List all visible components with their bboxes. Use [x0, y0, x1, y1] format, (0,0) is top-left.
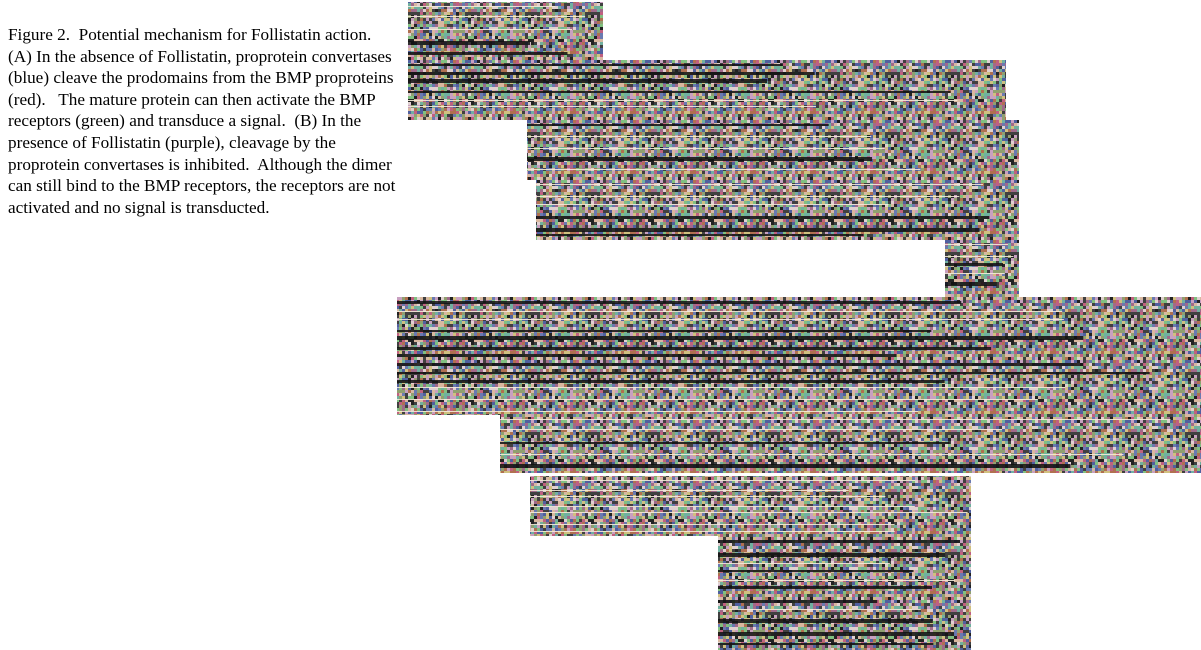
fragment-stripe	[530, 496, 885, 497]
image-fragment	[408, 60, 1006, 120]
fragment-stripe	[530, 506, 915, 507]
fragment-stripe	[408, 100, 957, 101]
fragment-stripe	[397, 347, 991, 350]
fragment-stripe	[500, 419, 1170, 420]
fragment-stripe	[397, 330, 931, 332]
fragment-noise	[527, 120, 1019, 180]
fragment-stripe	[397, 387, 1065, 388]
fragment-stripe	[945, 282, 997, 286]
fragment-stripe	[945, 273, 1005, 274]
fragment-stripe	[536, 234, 864, 236]
fragment-stripe	[408, 16, 585, 17]
fragment-stripe	[536, 184, 983, 185]
fragment-stripe	[527, 124, 829, 126]
image-fragment	[500, 415, 1201, 473]
fragment-stripe	[397, 363, 1083, 366]
image-fragment	[536, 180, 1019, 240]
image-fragment	[718, 536, 971, 596]
figure-image	[0, 0, 1201, 650]
fragment-stripe	[408, 79, 767, 83]
fragment-stripe	[530, 490, 849, 491]
fragment-stripe	[408, 41, 530, 45]
fragment-stripe	[530, 480, 915, 481]
fragment-stripe	[408, 6, 555, 7]
fragment-stripe	[718, 553, 945, 557]
fragment-stripe	[536, 204, 888, 205]
fragment-stripe	[408, 64, 783, 66]
fragment-stripe	[408, 106, 816, 107]
fragment-stripe	[530, 524, 895, 525]
fragment-stripe	[718, 609, 921, 610]
fragment-stripe	[397, 311, 1062, 312]
image-fragment	[408, 2, 603, 60]
fragment-stripe	[408, 29, 572, 30]
fragment-stripe	[527, 148, 885, 149]
fragment-stripe	[408, 91, 951, 93]
image-fragment	[397, 297, 1201, 415]
image-fragment	[718, 596, 971, 650]
fragment-stripe	[536, 196, 959, 197]
fragment-stripe	[500, 464, 1070, 468]
fragment-stripe	[397, 399, 1038, 400]
fragment-stripe	[945, 256, 1013, 257]
fragment-stripe	[530, 512, 968, 513]
fragment-stripe	[397, 301, 961, 304]
fragment-stripe	[718, 563, 890, 564]
fragment-stripe	[397, 354, 896, 357]
fragment-stripe	[500, 454, 1123, 455]
fragment-stripe	[718, 586, 932, 589]
fragment-stripe	[718, 580, 955, 581]
fragment-stripe	[397, 372, 1150, 374]
image-fragment	[527, 120, 1019, 180]
fragment-stripe	[500, 442, 950, 444]
fragment-noise	[945, 240, 1019, 297]
fragment-stripe	[527, 169, 920, 170]
fragment-stripe	[500, 429, 1002, 430]
fragment-stripe	[397, 336, 1083, 340]
fragment-stripe	[718, 643, 933, 645]
fragment-stripe	[527, 157, 872, 161]
fragment-noise	[408, 60, 1006, 120]
fragment-stripe	[397, 380, 945, 383]
fragment-stripe	[536, 216, 989, 219]
fragment-noise	[408, 2, 603, 60]
fragment-stripe	[718, 600, 877, 603]
page: {"figure": {"caption": "Figure 2. Potent…	[0, 0, 1201, 650]
fragment-stripe	[530, 531, 895, 532]
fragment-stripe	[718, 632, 954, 636]
fragment-stripe	[527, 136, 871, 137]
fragment-stripe	[718, 619, 933, 623]
fragment-stripe	[718, 540, 957, 543]
fragment-stripe	[397, 411, 918, 412]
fragment-stripe	[945, 263, 1003, 266]
fragment-stripe	[397, 319, 1064, 320]
fragment-stripe	[408, 52, 567, 55]
fragment-stripe	[536, 228, 980, 232]
fragment-stripe	[718, 570, 914, 572]
fragment-stripe	[408, 72, 815, 75]
image-fragment	[530, 476, 971, 536]
fragment-stripe	[945, 244, 1008, 245]
image-fragment	[945, 240, 1019, 297]
